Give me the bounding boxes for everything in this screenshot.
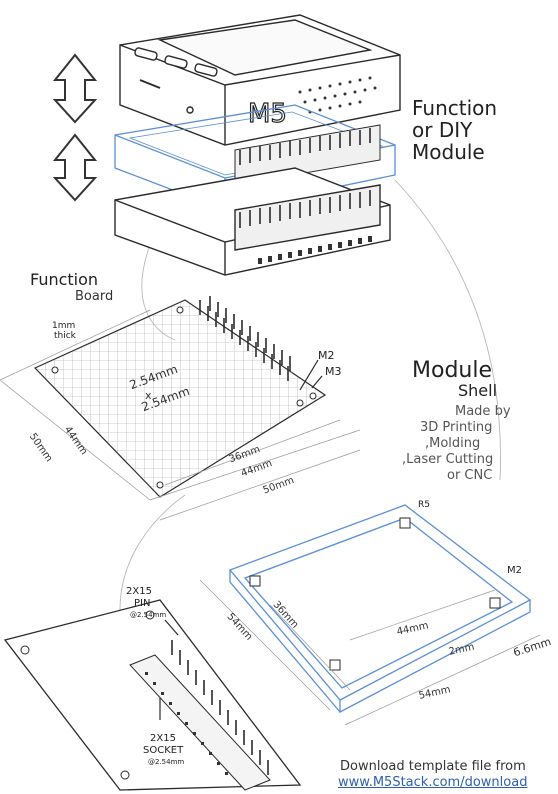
made-by-label: Made by: [455, 404, 511, 419]
m2-shell-label: M2: [507, 565, 522, 576]
shell-corner-posts: [249, 517, 501, 671]
method-laser-cutting: ,Laser Cutting: [402, 452, 494, 467]
pin-socket-pointers: [159, 619, 179, 720]
bottom-socket-holes: [145, 672, 228, 775]
function-board-label-line2: Board: [75, 289, 114, 304]
function-or-diy-label-line3: Module: [412, 140, 485, 164]
module-label: Module: [412, 358, 492, 383]
shell-label: Shell: [458, 381, 498, 400]
method-molding: ,Molding: [425, 436, 481, 451]
download-text: Download template file from: [340, 759, 526, 774]
function-or-diy-label-line2: or DIY: [412, 118, 473, 142]
socket-label-line2: SOCKET: [143, 745, 184, 756]
pin-label-line1: 2X15: [126, 586, 152, 597]
method-3d-printing: 3D Printing: [420, 420, 493, 435]
core-module: [119, 14, 401, 146]
socket-pitch-label: @2.54mm: [148, 758, 185, 766]
pins-lower: [239, 190, 371, 228]
double-arrow-icon: [52, 53, 98, 124]
shell-dim-lines: [199, 579, 541, 726]
thickness-label: 1mm: [52, 321, 76, 331]
thickness-label-2: thick: [54, 331, 76, 341]
module-shell-frame: [228, 504, 532, 714]
bottom-pin-row: [171, 640, 269, 775]
m2-board-label: M2: [318, 349, 335, 362]
function-board: [0, 299, 361, 521]
socket-label-line1: 2X15: [150, 733, 176, 744]
board-pin-row: [199, 296, 291, 381]
m2-m3-pointers: [299, 359, 323, 391]
pitch-x-label: x: [145, 389, 152, 402]
function-board-label-line1: Function: [30, 270, 99, 289]
double-arrow-icon: [52, 133, 98, 202]
r5-label: R5: [418, 500, 430, 510]
speaker-holes: [298, 76, 377, 114]
m3-board-label: M3: [325, 365, 342, 378]
pin-label-line2: PIN: [134, 598, 151, 609]
pins-upper: [239, 128, 371, 165]
pin-pitch-label: @2.54mm: [130, 611, 167, 619]
pin-header-upper: [234, 124, 381, 186]
function-or-diy-label-line1: Function: [412, 96, 498, 120]
method-cnc: or CNC: [447, 468, 493, 483]
download-link[interactable]: www.M5Stack.com/download: [338, 775, 528, 790]
side-socket-row: [258, 236, 372, 264]
bottom-board: [3, 599, 302, 791]
